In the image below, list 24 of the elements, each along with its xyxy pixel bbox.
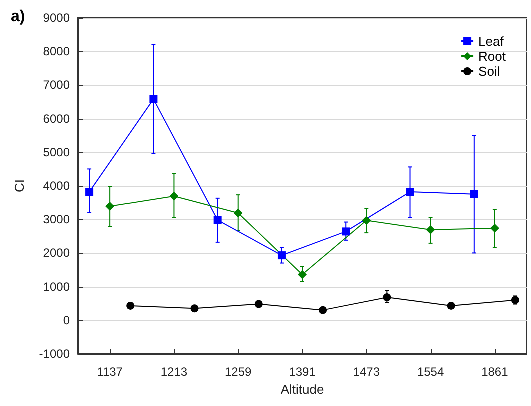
x-tick-label: 1473 [353, 365, 380, 379]
y-tick-label: -1000 [39, 347, 70, 361]
y-tick-label: 3000 [43, 212, 70, 227]
y-tick-label: 0 [63, 313, 70, 328]
x-tick-label: 1554 [417, 365, 444, 379]
legend-label: Soil [478, 64, 500, 79]
y-tick-label: 7000 [43, 78, 70, 92]
legend-label: Leaf [478, 34, 504, 49]
y-tick-label: 4000 [43, 179, 70, 193]
x-tick-label: 1259 [225, 365, 252, 379]
y-tick-label: 1000 [43, 280, 70, 294]
y-tick-label: 2000 [43, 246, 70, 260]
x-tick-label: 1137 [97, 365, 124, 379]
y-axis-title: CI [12, 180, 27, 192]
x-tick-label: 1391 [289, 365, 316, 379]
x-axis-title: Altitude [280, 382, 324, 397]
x-tick-label: 1861 [482, 365, 509, 379]
y-tick-label: 8000 [43, 44, 70, 59]
y-tick-label: 6000 [43, 112, 70, 126]
x-tick-label: 1213 [160, 365, 188, 379]
legend-label: Root [478, 49, 506, 64]
chart-title: a) [11, 8, 26, 26]
y-tick-label: 5000 [43, 145, 70, 160]
y-tick-label: 9000 [43, 11, 70, 25]
